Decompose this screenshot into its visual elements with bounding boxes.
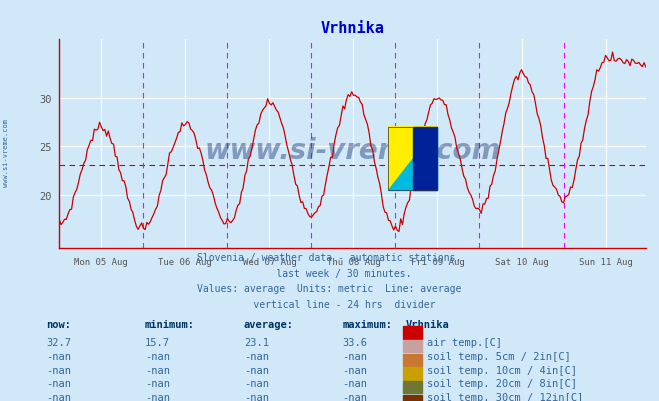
Polygon shape [388,128,438,190]
Text: 23.1: 23.1 [244,338,269,347]
Text: -nan: -nan [244,365,269,375]
Text: -nan: -nan [343,379,368,389]
Bar [403,395,422,401]
Text: -nan: -nan [46,392,71,401]
Text: -nan: -nan [145,365,170,375]
Text: -nan: -nan [145,392,170,401]
Bar [403,340,422,352]
Text: soil temp. 30cm / 12in[C]: soil temp. 30cm / 12in[C] [427,392,583,401]
Bar [403,326,422,339]
Bar [388,128,438,190]
Text: 33.6: 33.6 [343,338,368,347]
Text: -nan: -nan [244,379,269,389]
Text: www.si-vreme.com: www.si-vreme.com [204,137,501,164]
Text: Vrhnika: Vrhnika [405,319,449,329]
Text: www.si-vreme.com: www.si-vreme.com [3,118,9,186]
Text: 32.7: 32.7 [46,338,71,347]
Text: maximum:: maximum: [343,319,393,329]
Text: -nan: -nan [244,351,269,361]
Text: soil temp. 5cm / 2in[C]: soil temp. 5cm / 2in[C] [427,351,571,361]
Text: 15.7: 15.7 [145,338,170,347]
Text: -nan: -nan [343,351,368,361]
Text: -nan: -nan [343,392,368,401]
Text: now:: now: [46,319,71,329]
Text: -nan: -nan [46,379,71,389]
Text: soil temp. 20cm / 8in[C]: soil temp. 20cm / 8in[C] [427,379,577,389]
Title: Vrhnika: Vrhnika [321,21,384,36]
Text: average:: average: [244,319,294,329]
Text: minimum:: minimum: [145,319,195,329]
Bar [403,354,422,366]
Text: -nan: -nan [244,392,269,401]
Bar [403,381,422,393]
Text: -nan: -nan [46,351,71,361]
Text: -nan: -nan [145,351,170,361]
Polygon shape [388,128,438,190]
Text: air temp.[C]: air temp.[C] [427,338,502,347]
Text: soil temp. 10cm / 4in[C]: soil temp. 10cm / 4in[C] [427,365,577,375]
Text: -nan: -nan [343,365,368,375]
Text: Slovenia / weather data - automatic stations.
     last week / 30 minutes.
Value: Slovenia / weather data - automatic stat… [197,253,462,309]
Text: -nan: -nan [145,379,170,389]
Bar [403,367,422,380]
Bar [413,128,438,190]
Text: -nan: -nan [46,365,71,375]
